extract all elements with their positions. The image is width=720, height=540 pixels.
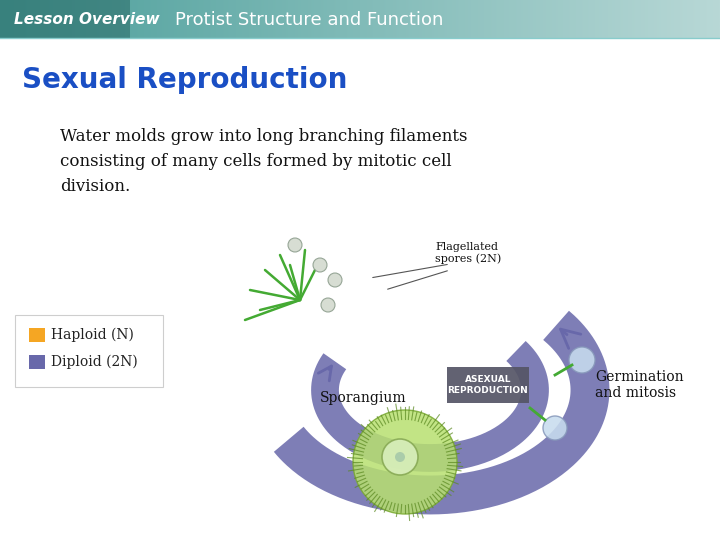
Text: Water molds grow into long branching filaments
consisting of many cells formed b: Water molds grow into long branching fil… bbox=[60, 128, 467, 194]
Text: Flagellated
spores (2N): Flagellated spores (2N) bbox=[435, 242, 501, 264]
Circle shape bbox=[288, 238, 302, 252]
Text: Sexual Reproduction: Sexual Reproduction bbox=[22, 66, 347, 94]
Text: ASEXUAL
REPRODUCTION: ASEXUAL REPRODUCTION bbox=[448, 375, 528, 395]
Circle shape bbox=[543, 416, 567, 440]
Circle shape bbox=[395, 452, 405, 462]
Bar bbox=[15, 315, 163, 387]
Bar bbox=[29, 355, 45, 369]
Text: Haploid (N): Haploid (N) bbox=[51, 328, 134, 342]
Text: Sporangium: Sporangium bbox=[320, 391, 407, 405]
Circle shape bbox=[313, 258, 327, 272]
Circle shape bbox=[321, 298, 335, 312]
Circle shape bbox=[382, 439, 418, 475]
Circle shape bbox=[353, 410, 457, 514]
Text: Protist Structure and Function: Protist Structure and Function bbox=[175, 11, 444, 29]
Bar bbox=[447, 367, 529, 403]
Circle shape bbox=[569, 347, 595, 373]
Bar bbox=[0, 0, 130, 38]
Text: Lesson Overview: Lesson Overview bbox=[14, 12, 160, 27]
Bar bbox=[29, 328, 45, 342]
Text: Diploid (2N): Diploid (2N) bbox=[51, 355, 138, 369]
Circle shape bbox=[328, 273, 342, 287]
Text: Germination
and mitosis: Germination and mitosis bbox=[595, 370, 683, 400]
